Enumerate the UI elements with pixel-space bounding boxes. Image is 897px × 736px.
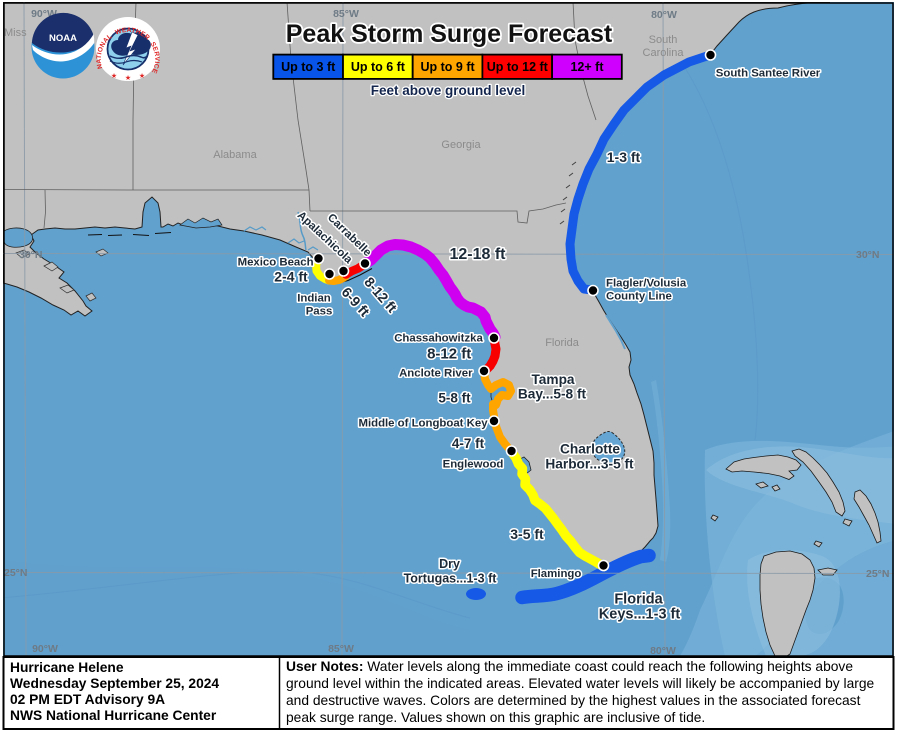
svg-text:30°N: 30°N (856, 249, 879, 261)
svg-text:8-12 ft: 8-12 ft (427, 346, 471, 363)
svg-text:Flagler/Volusia: Flagler/Volusia (606, 278, 687, 290)
svg-text:12+ ft: 12+ ft (570, 60, 604, 74)
svg-text:Peak Storm Surge Forecast: Peak Storm Surge Forecast (286, 20, 613, 48)
svg-text:and destructive waves. Colors: and destructive waves. Colors are determ… (286, 693, 861, 708)
svg-text:County Line: County Line (606, 291, 672, 303)
svg-text:Georgia: Georgia (441, 139, 481, 151)
svg-text:Florida: Florida (614, 592, 663, 608)
svg-text:Hurricane Helene: Hurricane Helene (10, 660, 124, 675)
svg-text:Carolina: Carolina (643, 47, 685, 59)
svg-text:Mexico Beach: Mexico Beach (238, 257, 314, 269)
svg-text:Charlotte: Charlotte (560, 442, 620, 457)
svg-text:Tortugas...1-3 ft: Tortugas...1-3 ft (404, 572, 498, 586)
svg-text:Florida: Florida (545, 337, 580, 349)
svg-text:5-8 ft: 5-8 ft (438, 391, 471, 406)
svg-text:Pass: Pass (306, 306, 333, 318)
svg-text:80°W: 80°W (650, 645, 676, 657)
svg-text:02 PM EDT Advisory 9A: 02 PM EDT Advisory 9A (10, 692, 165, 707)
svg-text:User Notes: Water levels along: User Notes: Water levels along the immed… (286, 659, 853, 674)
svg-text:12-18 ft: 12-18 ft (449, 246, 506, 263)
svg-text:Harbor...3-5 ft: Harbor...3-5 ft (545, 457, 634, 472)
svg-text:90°W: 90°W (32, 643, 58, 655)
svg-text:Up to 3 ft: Up to 3 ft (281, 60, 336, 74)
svg-text:Up to 9 ft: Up to 9 ft (421, 60, 476, 74)
svg-text:peak surge range. Values shown: peak surge range. Values shown on this g… (286, 710, 705, 725)
svg-text:1-3 ft: 1-3 ft (607, 149, 641, 165)
svg-text:Englewood: Englewood (443, 459, 504, 471)
svg-text:30°N: 30°N (19, 249, 42, 261)
svg-text:3-5 ft: 3-5 ft (510, 526, 544, 542)
svg-text:★: ★ (139, 72, 145, 80)
svg-text:Wednesday September 25, 2024: Wednesday September 25, 2024 (10, 676, 219, 691)
svg-text:85°W: 85°W (328, 643, 354, 655)
svg-text:Up to 12 ft: Up to 12 ft (487, 60, 549, 74)
svg-text:4-7 ft: 4-7 ft (452, 436, 485, 451)
svg-text:Feet above ground level: Feet above ground level (371, 83, 526, 98)
svg-text:Tampa: Tampa (531, 372, 574, 387)
svg-text:ground level within the indica: ground level within the indicated areas.… (286, 676, 875, 691)
svg-text:★: ★ (111, 72, 117, 80)
svg-text:Anclote River: Anclote River (399, 368, 473, 380)
svg-text:Dry: Dry (439, 557, 460, 571)
svg-text:NOAA: NOAA (49, 33, 77, 44)
svg-text:South Santee River: South Santee River (716, 68, 821, 80)
svg-text:Keys...1-3 ft: Keys...1-3 ft (599, 607, 681, 623)
svg-text:Miss: Miss (4, 27, 27, 39)
svg-text:Chassahowitzka: Chassahowitzka (394, 333, 483, 345)
svg-text:NWS National Hurricane Center: NWS National Hurricane Center (10, 708, 217, 723)
svg-text:Middle of Longboat Key: Middle of Longboat Key (358, 418, 488, 430)
svg-text:Alabama: Alabama (213, 149, 257, 161)
svg-text:★: ★ (125, 74, 131, 82)
svg-text:Bay...5-8 ft: Bay...5-8 ft (518, 387, 587, 402)
svg-text:Up to 6 ft: Up to 6 ft (351, 60, 406, 74)
svg-text:85°W: 85°W (333, 8, 359, 20)
svg-text:80°W: 80°W (651, 9, 677, 21)
svg-text:South: South (649, 34, 678, 46)
svg-text:Indian: Indian (297, 293, 331, 305)
svg-text:25°N: 25°N (4, 567, 27, 579)
svg-text:2-4 ft: 2-4 ft (274, 269, 308, 285)
svg-text:Flamingo: Flamingo (531, 568, 582, 580)
svg-text:25°N: 25°N (866, 568, 889, 580)
